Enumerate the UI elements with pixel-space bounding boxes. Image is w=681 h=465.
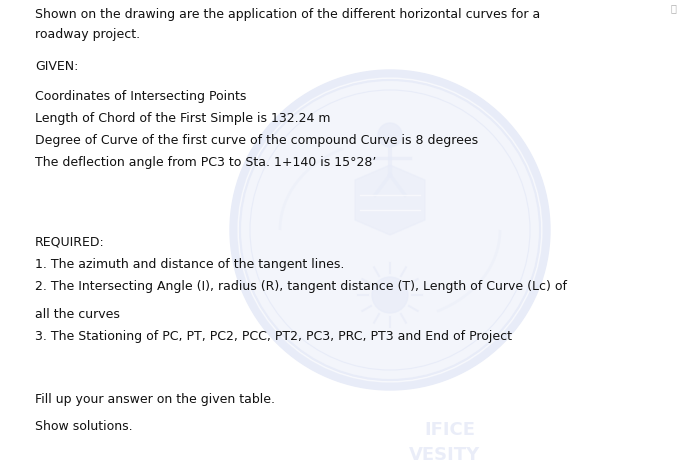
Text: roadway project.: roadway project. (35, 28, 140, 41)
Circle shape (378, 123, 402, 147)
Text: Shown on the drawing are the application of the different horizontal curves for : Shown on the drawing are the application… (35, 8, 540, 21)
Text: GIVEN:: GIVEN: (35, 60, 78, 73)
Text: REQUIRED:: REQUIRED: (35, 235, 105, 248)
Polygon shape (355, 165, 425, 235)
Circle shape (238, 78, 542, 382)
Text: IFICE: IFICE (424, 421, 475, 439)
Text: The deflection angle from PC3 to Sta. 1+140 is 15°28’: The deflection angle from PC3 to Sta. 1+… (35, 156, 377, 169)
Text: 3. The Stationing of PC, PT, PC2, PCC, PT2, PC3, PRC, PT3 and End of Project: 3. The Stationing of PC, PT, PC2, PCC, P… (35, 330, 512, 343)
Text: VESITY: VESITY (409, 446, 481, 464)
Text: 1. The azimuth and distance of the tangent lines.: 1. The azimuth and distance of the tange… (35, 258, 345, 271)
Text: 📎: 📎 (670, 3, 676, 13)
Text: Degree of Curve of the first curve of the compound Curve is 8 degrees: Degree of Curve of the first curve of th… (35, 134, 478, 147)
Circle shape (230, 70, 550, 390)
Text: Length of Chord of the First Simple is 132.24 m: Length of Chord of the First Simple is 1… (35, 112, 330, 125)
Text: all the curves: all the curves (35, 308, 120, 321)
Text: 2. The Intersecting Angle (I), radius (R), tangent distance (T), Length of Curve: 2. The Intersecting Angle (I), radius (R… (35, 280, 567, 293)
Text: Fill up your answer on the given table.: Fill up your answer on the given table. (35, 393, 275, 406)
Text: Coordinates of Intersecting Points: Coordinates of Intersecting Points (35, 90, 247, 103)
Circle shape (372, 277, 408, 313)
Text: Show solutions.: Show solutions. (35, 420, 133, 433)
